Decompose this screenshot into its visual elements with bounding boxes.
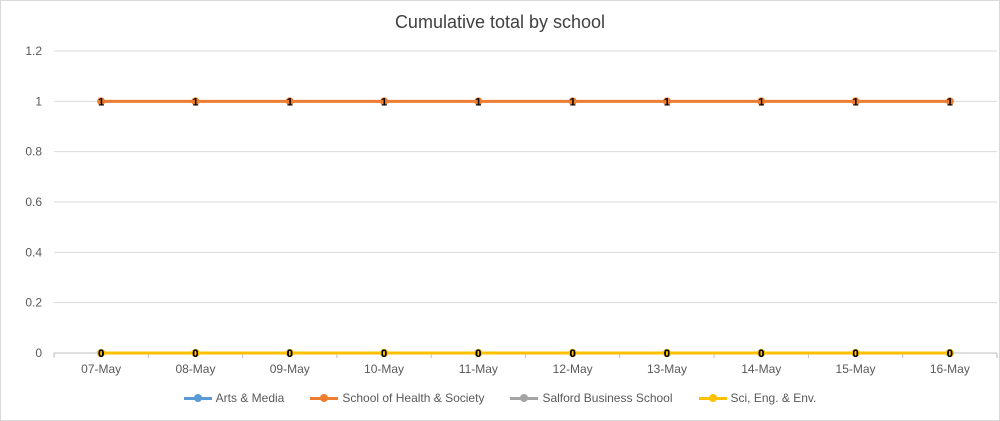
- data-point: [97, 349, 106, 357]
- data-point: [851, 349, 860, 357]
- data-label: 0: [475, 348, 481, 360]
- x-tick-label: 10-May: [364, 362, 404, 376]
- legend-swatch: [510, 393, 539, 403]
- data-point: [97, 97, 106, 106]
- data-label: 0: [947, 348, 953, 360]
- data-label: 0: [947, 348, 953, 360]
- data-point: [380, 349, 389, 357]
- data-label: 1: [98, 96, 104, 108]
- data-label: 1: [192, 96, 198, 108]
- legend-swatch: [183, 393, 212, 403]
- data-label: 0: [570, 348, 576, 360]
- data-point: [191, 349, 200, 357]
- data-label: 0: [758, 348, 764, 360]
- legend-swatch: [698, 393, 727, 403]
- data-label: 1: [852, 96, 858, 108]
- data-label: 0: [852, 348, 858, 360]
- data-label: 0: [758, 348, 764, 360]
- x-tick-label: 16-May: [930, 362, 970, 376]
- x-tick-label: 13-May: [647, 362, 687, 376]
- data-label: 0: [98, 348, 104, 360]
- x-tick-label: 07-May: [81, 362, 121, 376]
- y-tick-label: 0.8: [25, 145, 42, 159]
- data-label: 0: [664, 348, 670, 360]
- data-label: 0: [664, 348, 670, 360]
- data-point: [662, 349, 671, 357]
- x-tick-label: 12-May: [553, 362, 593, 376]
- data-label: 0: [475, 348, 481, 360]
- data-label: 0: [664, 348, 670, 360]
- legend-item: Arts & Media: [183, 391, 285, 405]
- legend-item: School of Health & Society: [310, 391, 484, 405]
- data-label: 0: [287, 348, 293, 360]
- data-point: [757, 349, 766, 357]
- legend-item: Sci, Eng. & Env.: [698, 391, 817, 405]
- data-label: 1: [947, 96, 953, 108]
- data-label: 0: [852, 348, 858, 360]
- data-label: 0: [381, 348, 387, 360]
- legend-swatch: [310, 393, 339, 403]
- y-tick-label: 0.4: [25, 245, 42, 259]
- chart-title: Cumulative total by school: [394, 12, 606, 32]
- data-label: 0: [192, 348, 198, 360]
- y-tick-label: 0.6: [25, 195, 42, 209]
- data-label: 1: [570, 96, 576, 108]
- data-point: [851, 97, 860, 106]
- data-label: 0: [570, 348, 576, 360]
- x-tick-label: 14-May: [741, 362, 781, 376]
- data-label: 1: [758, 96, 764, 108]
- legend: Arts & Media School of Health & Society Sa…: [0, 391, 1000, 405]
- legend-label: Arts & Media: [215, 391, 285, 405]
- data-point: [568, 97, 577, 106]
- data-point: [191, 97, 200, 106]
- data-point: [474, 349, 483, 357]
- data-label: 0: [287, 348, 293, 360]
- data-point: [757, 97, 766, 106]
- data-label: 1: [475, 96, 481, 108]
- y-tick-label: 1.2: [25, 44, 42, 58]
- x-tick-label: 15-May: [836, 362, 876, 376]
- data-label: 0: [758, 348, 764, 360]
- data-label: 0: [98, 348, 104, 360]
- data-label: 0: [947, 348, 953, 360]
- legend-label: Salford Business School: [542, 391, 673, 405]
- data-point: [285, 349, 294, 357]
- legend-label: Sci, Eng. & Env.: [730, 391, 817, 405]
- data-label: 1: [287, 96, 293, 108]
- data-point: [945, 349, 954, 357]
- data-label: 1: [381, 96, 387, 108]
- data-point: [568, 349, 577, 357]
- y-tick-label: 0: [35, 346, 42, 360]
- legend-label: School of Health & Society: [342, 391, 485, 405]
- data-label: 0: [570, 348, 576, 360]
- data-label: 0: [381, 348, 387, 360]
- data-point: [945, 97, 954, 106]
- data-label: 0: [192, 348, 198, 360]
- data-point: [474, 97, 483, 106]
- data-label: 0: [475, 348, 481, 360]
- x-tick-label: 09-May: [270, 362, 310, 376]
- y-tick-label: 0.2: [25, 296, 42, 310]
- data-point: [662, 97, 671, 106]
- data-point: [380, 97, 389, 106]
- legend-item: Salford Business School: [510, 391, 673, 405]
- data-label: 1: [664, 96, 670, 108]
- data-label: 0: [192, 348, 198, 360]
- y-tick-label: 1: [35, 94, 42, 108]
- data-point: [285, 97, 294, 106]
- data-label: 0: [381, 348, 387, 360]
- data-label: 0: [98, 348, 104, 360]
- x-tick-label: 08-May: [175, 362, 215, 376]
- data-label: 0: [852, 348, 858, 360]
- x-tick-label: 11-May: [459, 362, 498, 376]
- data-label: 0: [287, 348, 293, 360]
